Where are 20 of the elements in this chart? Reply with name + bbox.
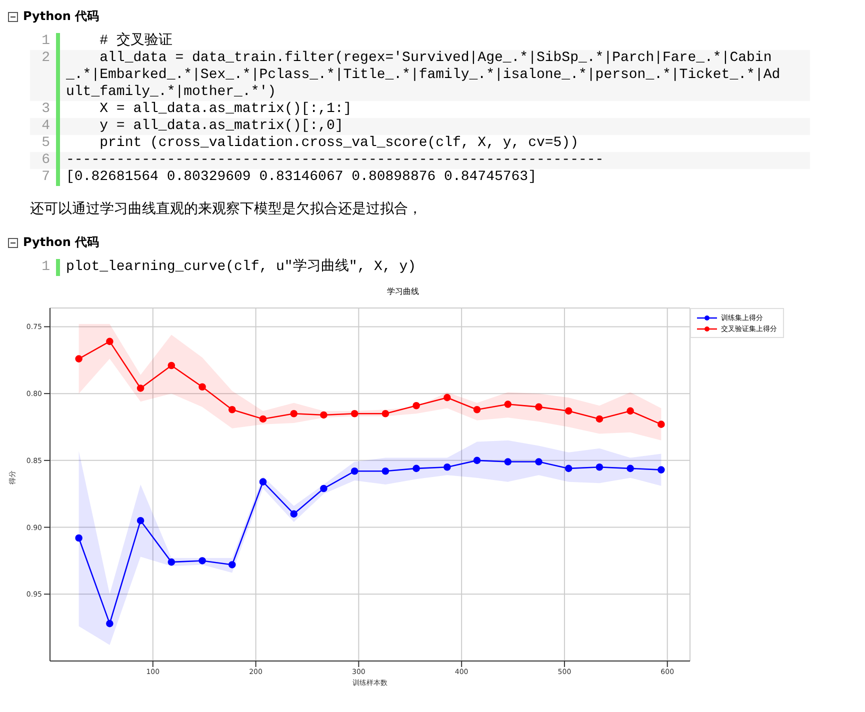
text: Python 代码 <box>22 8 100 25</box>
text: plot_learning_curve(clf, u"学习曲线", X, y) <box>65 259 418 276</box>
text: 5 <box>30 135 60 152</box>
text: # 交叉验证 <box>98 33 174 50</box>
text: 1 <box>30 33 60 50</box>
text: 4 <box>30 118 60 135</box>
text: Python 代码 <box>22 234 100 251</box>
chart-title: 学习曲线 <box>386 286 420 297</box>
text: ---------------------------------------------------------------- <box>65 152 605 169</box>
text: y = all_data.as_matrix()[:,0] <box>98 118 344 135</box>
text: X = all_data.as_matrix()[:,1:] <box>98 101 353 118</box>
text: [0.82681564 0.80329609 0.83146067 0.80898876 0.84745763] <box>65 169 538 186</box>
text: 7 <box>30 169 60 186</box>
text: all_data = data_train.filter(regex='Survived|Age_.*|SibSp_.*|Parch|Fare_.*|Cabin_.*|Embarked_.*|Sex_.*|Pclass_.*|Title_.*|family_.*|isalone_.*|person_.*|Ticket_.*|Adult_family_.*|mother_.*') <box>66 50 780 100</box>
text: 6 <box>30 152 60 169</box>
text: 2 <box>30 50 60 101</box>
text: 1 <box>30 259 60 276</box>
text: 3 <box>30 101 60 118</box>
text: print (cross_validation.cross_val_score(clf, X, y, cv=5)) <box>98 135 580 152</box>
text: 还可以通过学习曲线直观的来观察下模型是欠拟合还是过拟合， <box>30 200 423 218</box>
